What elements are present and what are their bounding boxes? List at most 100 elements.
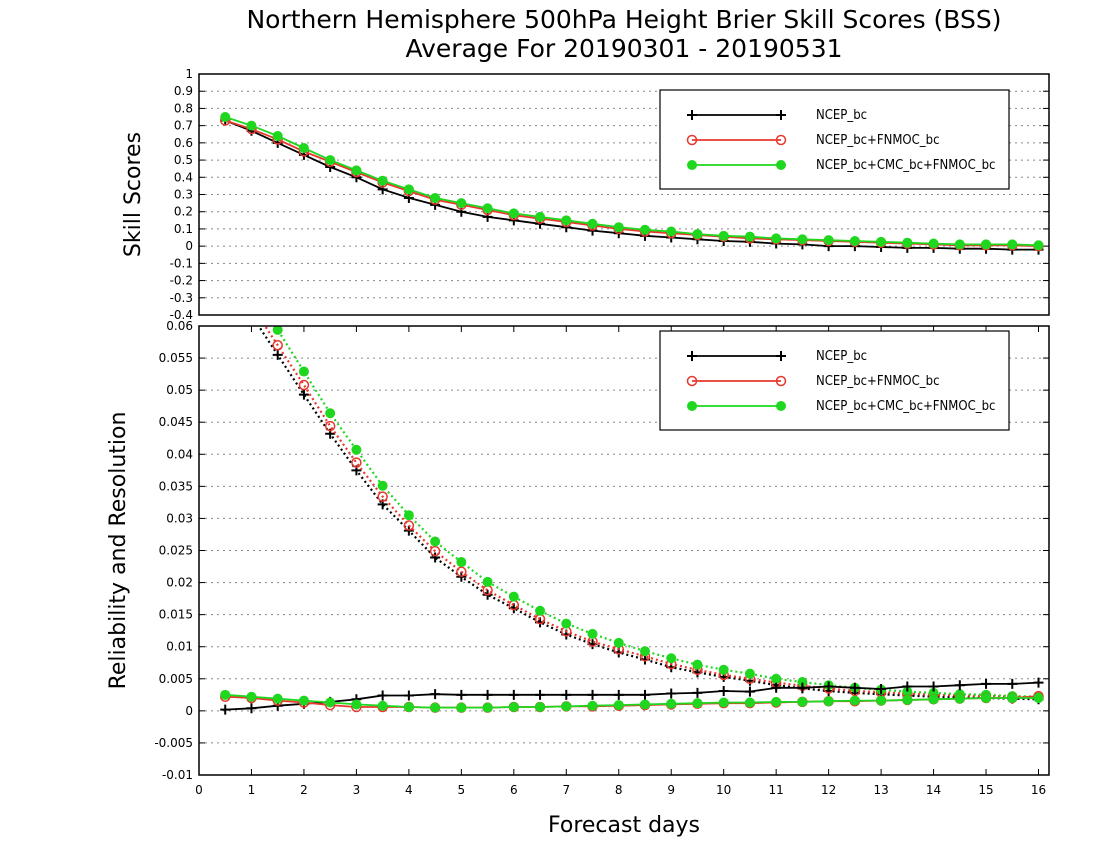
bottom-legend-marker: [775, 375, 787, 387]
top-point-ncep-bc-cmc-bc-fnmoc-bc: [876, 236, 887, 247]
bottom-reliability-point-ncep-bc-cmc-bc-fnmoc-bc: [403, 702, 414, 713]
bottom-ytick-label: 0.06: [166, 319, 193, 333]
bottom-reliability-series-ncep-bc-cmc-bc-fnmoc-bc: [220, 689, 1044, 713]
bottom-resolution-point-ncep-bc-cmc-bc-fnmoc-bc: [403, 510, 414, 521]
top-ytick-label: -0.2: [170, 274, 193, 288]
bottom-resolution-point-ncep-bc-cmc-bc-fnmoc-bc: [718, 664, 729, 675]
top-ytick-label: 0.6: [174, 136, 193, 150]
top-point-ncep-bc-cmc-bc-fnmoc-bc: [771, 233, 782, 244]
chart-title-line2: Average For 20190301 - 20190531: [405, 34, 842, 63]
top-point-ncep-bc-cmc-bc-fnmoc-bc: [351, 165, 362, 176]
bottom-resolution-point-ncep-bc-fnmoc-bc: [351, 457, 362, 468]
bottom-resolution-point-ncep-bc-cmc-bc-fnmoc-bc: [561, 618, 572, 629]
bottom-resolution-point-ncep-bc-cmc-bc-fnmoc-bc: [298, 366, 309, 377]
bottom-resolution-point-ncep-bc-cmc-bc-fnmoc-bc: [639, 646, 650, 657]
bottom-reliability-point-ncep-bc-cmc-bc-fnmoc-bc: [535, 702, 546, 713]
bottom-resolution-point-ncep-bc-cmc-bc-fnmoc-bc: [508, 591, 519, 602]
bottom-resolution-line-ncep-bc-fnmoc-bc: [263, 326, 1039, 699]
bottom-resolution-point-ncep-bc-cmc-bc-fnmoc-bc: [535, 605, 546, 616]
x-tick-label: 4: [405, 783, 413, 797]
top-point-ncep-bc-cmc-bc-fnmoc-bc: [456, 198, 467, 209]
bottom-reliability-point-ncep-bc: [535, 689, 546, 700]
top-ytick-label: 0.7: [174, 119, 193, 133]
x-tick-label: 10: [716, 783, 731, 797]
bottom-resolution-point-ncep-bc-cmc-bc-fnmoc-bc: [377, 480, 388, 491]
x-tick-label: 2: [300, 783, 308, 797]
x-tick-label: 1: [248, 783, 256, 797]
top-point-ncep-bc-cmc-bc-fnmoc-bc: [587, 218, 598, 229]
reliability-resolution-panel: 0.060.0550.050.0450.040.0350.030.0250.02…: [106, 319, 1050, 838]
top-point-ncep-bc-cmc-bc-fnmoc-bc: [928, 238, 939, 249]
bottom-reliability-point-ncep-bc-cmc-bc-fnmoc-bc: [692, 698, 703, 709]
bottom-ytick-label: -0.01: [162, 768, 193, 782]
bottom-reliability-point-ncep-bc-cmc-bc-fnmoc-bc: [954, 693, 965, 704]
bottom-reliability-point-ncep-bc-cmc-bc-fnmoc-bc: [666, 698, 677, 709]
bottom-resolution-point-ncep-bc-cmc-bc-fnmoc-bc: [771, 673, 782, 684]
bottom-reliability-point-ncep-bc-cmc-bc-fnmoc-bc: [430, 702, 441, 713]
top-point-ncep-bc-cmc-bc-fnmoc-bc: [535, 211, 546, 222]
bottom-legend-label: NCEP_bc+FNMOC_bc: [816, 374, 940, 389]
bottom-legend-marker: [776, 351, 786, 361]
top-point-ncep-bc-cmc-bc-fnmoc-bc: [1033, 240, 1044, 251]
bottom-ytick-label: 0.015: [159, 608, 193, 622]
bottom-reliability-point-ncep-bc-cmc-bc-fnmoc-bc: [456, 702, 467, 713]
top-legend-label: NCEP_bc: [816, 108, 867, 123]
bottom-reliability-point-ncep-bc-cmc-bc-fnmoc-bc: [797, 696, 808, 707]
bottom-reliability-point-ncep-bc: [377, 690, 388, 701]
top-point-ncep-bc-cmc-bc-fnmoc-bc: [246, 120, 257, 131]
top-point-ncep-bc-cmc-bc-fnmoc-bc: [298, 143, 309, 154]
top-point-ncep-bc-cmc-bc-fnmoc-bc: [666, 226, 677, 237]
top-series-group: [219, 112, 1044, 255]
bottom-reliability-point-ncep-bc: [928, 681, 939, 692]
bottom-reliability-point-ncep-bc: [692, 687, 703, 698]
x-tick-label: 0: [195, 783, 203, 797]
bottom-legend-marker: [686, 375, 698, 387]
bottom-ytick-label: 0.035: [159, 479, 193, 493]
top-legend-item-ncep-bc-fnmoc-bc: NCEP_bc+FNMOC_bc: [686, 133, 940, 148]
top-point-ncep-bc-cmc-bc-fnmoc-bc: [377, 175, 388, 186]
bottom-legend-item-ncep-bc-fnmoc-bc: NCEP_bc+FNMOC_bc: [686, 374, 940, 389]
x-axis-title: Forecast days: [548, 813, 700, 838]
top-point-ncep-bc: [403, 192, 414, 203]
bottom-reliability-point-ncep-bc-cmc-bc-fnmoc-bc: [876, 695, 887, 706]
top-legend-marker: [775, 134, 787, 146]
bottom-reliability-series-clip: [219, 677, 1044, 715]
bottom-ytick-label: 0.02: [166, 576, 193, 590]
x-tick-label: 16: [1031, 783, 1046, 797]
top-ytick-label: -0.1: [170, 256, 193, 270]
bottom-legend-marker: [776, 401, 786, 411]
bottom-ytick-label: 0.045: [159, 415, 193, 429]
top-legend-item-ncep-bc: NCEP_bc: [687, 108, 867, 123]
bottom-reliability-point-ncep-bc-cmc-bc-fnmoc-bc: [325, 697, 336, 708]
bottom-reliability-point-ncep-bc-cmc-bc-fnmoc-bc: [351, 699, 362, 710]
bottom-reliability-point-ncep-bc-cmc-bc-fnmoc-bc: [928, 694, 939, 705]
x-tick-label: 6: [510, 783, 518, 797]
bottom-legend: NCEP_bc NCEP_bc+FNMOC_bc NCEP_bc+CMC_bc+FN…: [659, 330, 1010, 431]
top-point-ncep-bc-cmc-bc-fnmoc-bc: [403, 184, 414, 195]
top-point-ncep-bc-cmc-bc-fnmoc-bc: [692, 229, 703, 240]
bottom-resolution-point-ncep-bc: [430, 552, 441, 563]
bottom-reliability-point-ncep-bc-cmc-bc-fnmoc-bc: [1033, 693, 1044, 704]
x-tick-label: 3: [353, 783, 361, 797]
bottom-reliability-point-ncep-bc-cmc-bc-fnmoc-bc: [1007, 693, 1018, 704]
bottom-resolution-point-ncep-bc: [298, 389, 309, 400]
chart-title-line1: Northern Hemisphere 500hPa Height Brier …: [246, 5, 1001, 34]
bottom-reliability-point-ncep-bc: [639, 689, 650, 700]
bottom-resolution-point-ncep-bc-cmc-bc-fnmoc-bc: [482, 576, 493, 587]
bottom-legend-marker: [687, 351, 697, 361]
bottom-resolution-point-ncep-bc-cmc-bc-fnmoc-bc: [587, 628, 598, 639]
bottom-resolution-point-ncep-bc-cmc-bc-fnmoc-bc: [456, 557, 467, 568]
x-tick-label: 12: [821, 783, 836, 797]
bottom-reliability-point-ncep-bc: [1033, 677, 1044, 688]
top-plot-frame: [198, 73, 1050, 316]
top-point-ncep-bc-cmc-bc-fnmoc-bc: [482, 203, 493, 214]
bottom-resolution-point-ncep-bc-fnmoc-bc: [429, 545, 441, 557]
top-point-ncep-bc-cmc-bc-fnmoc-bc: [954, 239, 965, 250]
bottom-ytick-label: 0.03: [166, 511, 193, 525]
bottom-reliability-point-ncep-bc-cmc-bc-fnmoc-bc: [771, 696, 782, 707]
bottom-reliability-point-ncep-bc: [561, 689, 572, 700]
bottom-ytick-label: 0.04: [166, 447, 193, 461]
top-legend-label: NCEP_bc+FNMOC_bc: [816, 133, 940, 148]
bottom-reliability-point-ncep-bc: [508, 689, 519, 700]
